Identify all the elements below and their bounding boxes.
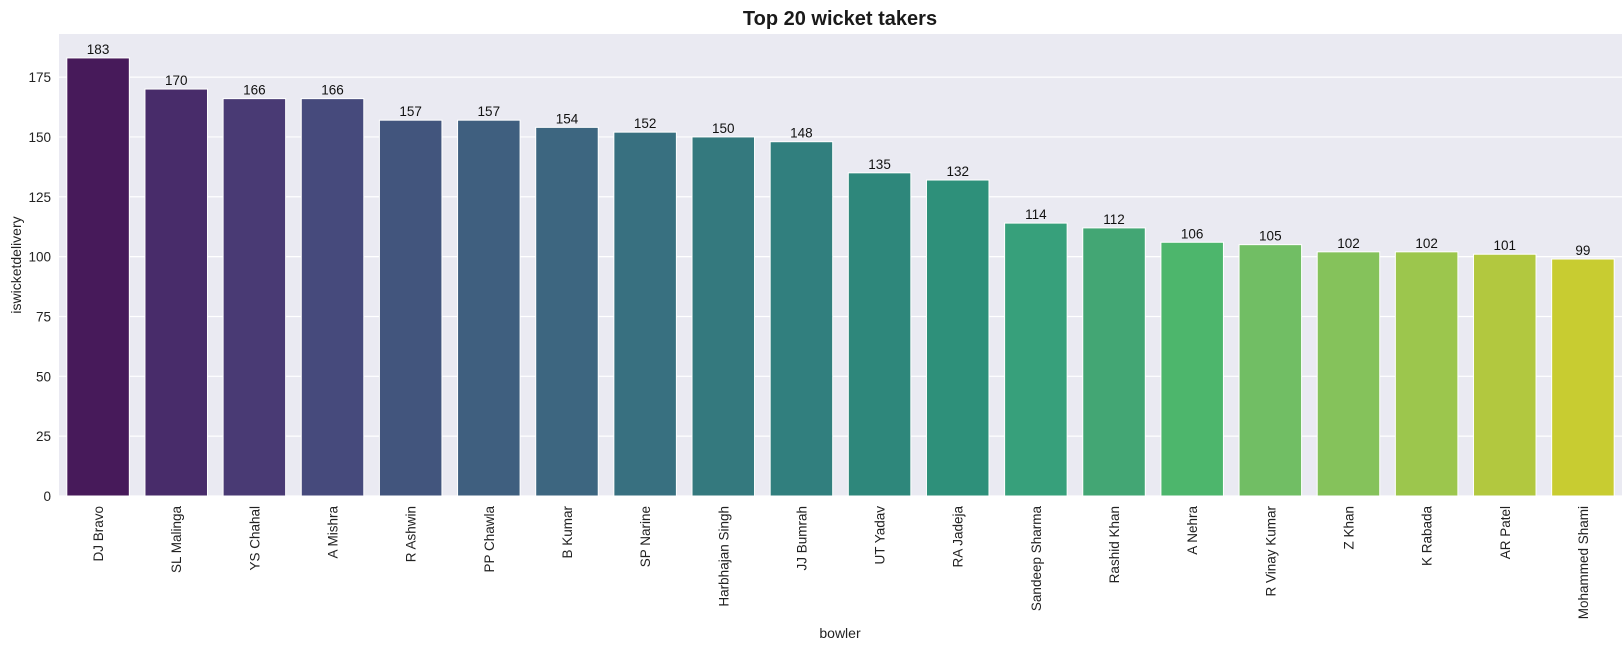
bar — [1160, 241, 1224, 497]
data-label: 106 — [1181, 226, 1204, 241]
data-label: 132 — [946, 164, 969, 179]
x-tick-label: R Ashwin — [404, 506, 419, 562]
data-label: 170 — [165, 73, 188, 88]
bar — [1238, 244, 1303, 497]
data-labels: 183 170 166 166 157 157 154 152 150 148 135 132 114 1… — [87, 42, 1591, 258]
data-label: 166 — [321, 83, 344, 98]
data-label: 112 — [1103, 212, 1125, 227]
x-tick-label: PP Chawla — [482, 506, 497, 573]
x-tick-label: A Nehra — [1185, 506, 1200, 555]
x-tick-label: DJ Bravo — [91, 506, 106, 562]
bar — [769, 141, 834, 497]
data-label: 99 — [1575, 243, 1590, 258]
x-tick-label: B Kumar — [560, 506, 575, 559]
bar — [300, 98, 365, 497]
y-tick-label: 25 — [36, 429, 51, 444]
data-label: 154 — [556, 111, 579, 126]
x-tick-label: Rashid Khan — [1107, 506, 1122, 583]
x-tick-label: JJ Bumrah — [794, 506, 809, 571]
bar — [1082, 227, 1146, 497]
x-tick-label: AR Patel — [1498, 506, 1513, 559]
x-tick-label: A Mishra — [326, 506, 341, 559]
y-tick-label: 50 — [36, 369, 51, 384]
data-label: 105 — [1259, 229, 1282, 244]
bar — [535, 126, 599, 497]
bar — [847, 172, 912, 497]
data-label: 135 — [868, 157, 891, 172]
data-label: 157 — [399, 104, 422, 119]
y-tick-label: 125 — [28, 190, 51, 205]
bar — [1473, 253, 1537, 497]
data-label: 102 — [1337, 236, 1360, 251]
bars — [66, 57, 1615, 497]
x-tick-label: Harbhajan Singh — [716, 506, 731, 607]
data-label: 166 — [243, 83, 266, 98]
data-label: 183 — [87, 42, 110, 57]
y-tick-label: 100 — [28, 250, 51, 265]
y-tick-label: 0 — [43, 489, 51, 504]
bar — [613, 131, 677, 497]
chart-title: Top 20 wicket takers — [743, 8, 937, 30]
y-tick-label: 150 — [28, 130, 51, 145]
bar — [66, 57, 130, 497]
data-label: 148 — [790, 126, 813, 141]
bar — [1316, 251, 1381, 497]
bar — [925, 179, 990, 497]
data-label: 150 — [712, 121, 735, 136]
bar — [222, 98, 287, 497]
x-tick-label: Mohammed Shami — [1576, 506, 1591, 619]
x-axis-label: bowler — [819, 625, 861, 641]
data-label: 114 — [1025, 207, 1047, 222]
data-label: 101 — [1494, 238, 1517, 253]
y-axis-label: iswicketdelivery — [8, 216, 24, 313]
x-tick-label: SL Malinga — [169, 506, 184, 574]
bar — [457, 119, 521, 497]
x-tick-labels: DJ Bravo SL Malinga YS Chahal A Mishra R Ash… — [91, 506, 1591, 620]
x-tick-label: K Rabada — [1420, 506, 1435, 567]
data-label: 157 — [478, 104, 501, 119]
x-tick-label: UT Yadav — [873, 506, 888, 565]
bar — [1551, 258, 1615, 497]
y-tick-labels: 0 25 50 75 100 125 150 175 — [28, 70, 51, 504]
x-tick-label: Z Khan — [1341, 506, 1356, 550]
bar — [1394, 251, 1459, 497]
data-label: 102 — [1415, 236, 1438, 251]
x-tick-label: R Vinay Kumar — [1263, 506, 1278, 597]
x-tick-label: YS Chahal — [247, 506, 262, 571]
plot-background — [59, 34, 1622, 496]
data-label: 152 — [634, 116, 657, 131]
y-tick-label: 175 — [28, 70, 51, 85]
bar — [378, 119, 443, 497]
bar — [144, 88, 208, 497]
x-tick-label: Sandeep Sharma — [1029, 506, 1044, 612]
bar — [691, 136, 756, 497]
bar — [1004, 222, 1068, 497]
x-tick-label: SP Narine — [638, 506, 653, 567]
x-tick-label: RA Jadeja — [951, 506, 966, 568]
y-tick-label: 75 — [36, 309, 51, 324]
